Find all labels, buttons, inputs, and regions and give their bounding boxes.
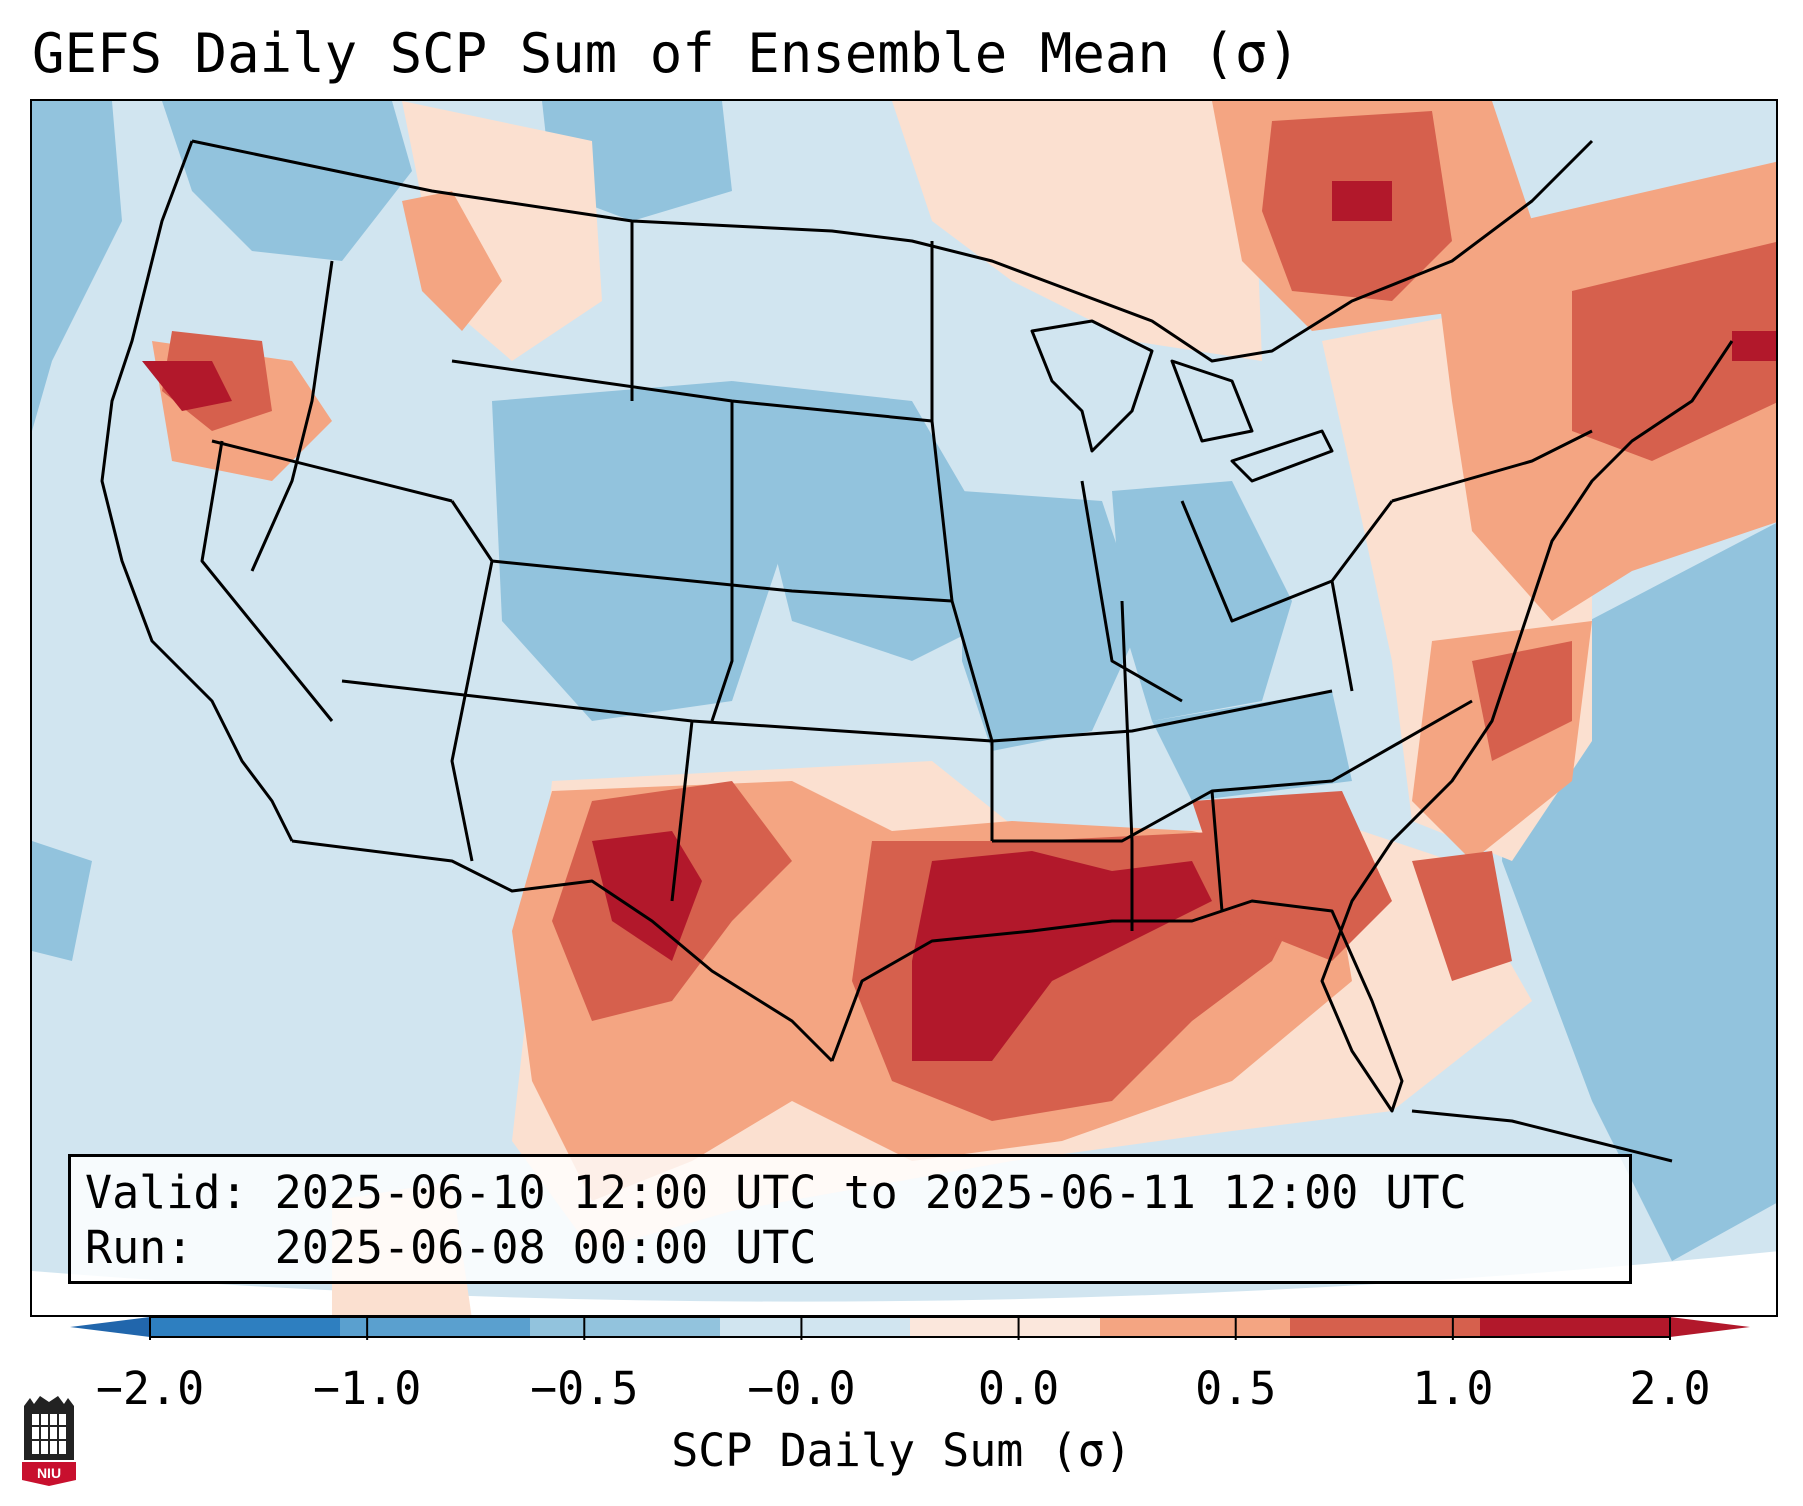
colorbar — [70, 1316, 1750, 1340]
state-line-9 — [930, 241, 994, 841]
colorbar-segment — [1290, 1317, 1481, 1337]
state-line-11 — [670, 720, 694, 902]
state-line-16 — [1180, 500, 1394, 623]
colorbar-tick-label: 0.0 — [977, 1362, 1060, 1415]
ontario-positive — [892, 101, 1262, 361]
colorbar-label: SCP Daily Sum (σ) — [671, 1424, 1132, 1477]
info-box: Valid: 2025-06-10 12:00 UTC to 2025-06-1… — [68, 1154, 1632, 1284]
logo-shield — [22, 1462, 76, 1486]
valid-line: Valid: 2025-06-10 12:00 UTC to 2025-06-1… — [85, 1166, 1467, 1219]
logo-text: NIU — [37, 1465, 61, 1481]
colorbar-segment — [340, 1317, 531, 1337]
colorbar-over-arrow — [1670, 1317, 1750, 1337]
state-line-7 — [491, 559, 953, 603]
map-panel: Valid: 2025-06-10 12:00 UTC to 2025-06-1… — [30, 99, 1778, 1317]
colorbar-segment — [150, 1317, 341, 1337]
gulf-atlantic-coast — [830, 340, 1734, 1113]
state-line-3 — [211, 439, 453, 503]
map-canvas — [32, 101, 1776, 1315]
chart-title: GEFS Daily SCP Sum of Ensemble Mean (σ) — [32, 22, 1300, 85]
panhandle-max — [592, 831, 702, 961]
state-line-2 — [200, 440, 334, 722]
cuba-outline — [1411, 1109, 1673, 1163]
washington-min — [162, 101, 412, 261]
colorbar-tick-label: 0.5 — [1195, 1362, 1277, 1415]
lake-huron — [1170, 359, 1254, 443]
colorbar-segment — [720, 1317, 911, 1337]
colorbar-tick-label: 1.0 — [1412, 1362, 1494, 1415]
colorbar-tick-label: 2.0 — [1629, 1362, 1711, 1415]
quebec-max — [1332, 181, 1392, 221]
colorbar-tick-label: −2.0 — [95, 1362, 205, 1415]
colorbar-segment — [910, 1317, 1101, 1337]
oregon-max — [142, 361, 232, 411]
colorbar-segment — [1480, 1317, 1671, 1337]
state-line-1 — [250, 260, 334, 572]
maine-strong — [1572, 241, 1776, 461]
lake-erie — [1230, 429, 1334, 483]
lower-mississippi-max — [912, 851, 1212, 1061]
run-line: Run: 2025-06-08 00:00 UTC — [85, 1221, 817, 1274]
ohio-valley-min — [1112, 481, 1292, 721]
eastern-pacific-min — [32, 841, 92, 961]
boundary-lines — [100, 139, 1734, 1163]
lake-michigan — [1030, 319, 1154, 453]
colorbar-tick-label: −0.0 — [747, 1362, 856, 1415]
colorbar-tick-label: −1.0 — [312, 1362, 422, 1415]
niu-logo: NIU — [22, 1396, 76, 1486]
colorbar-ticks — [149, 1317, 1671, 1340]
max-positive-layer — [142, 181, 1776, 1061]
state-line-15 — [1080, 480, 1183, 703]
florida-strong — [1412, 851, 1512, 981]
canada-border — [191, 139, 1594, 363]
wyoming-colorado-min — [492, 381, 792, 721]
pacific-nw-min — [32, 101, 122, 431]
state-line-17 — [1330, 580, 1354, 692]
bc-medium — [402, 191, 502, 331]
colorbar-segment — [1100, 1317, 1291, 1337]
logo-grid — [32, 1414, 66, 1454]
state-line-13 — [1120, 600, 1134, 931]
state-line-14 — [1210, 790, 1224, 912]
colorbar-tick-label: −0.5 — [530, 1362, 639, 1415]
missouri-min — [962, 491, 1142, 751]
state-line-18 — [1391, 429, 1593, 503]
mexico-border — [291, 839, 834, 1063]
pacific-coast — [100, 140, 294, 842]
state-line-8 — [710, 401, 734, 722]
colorbar-segment — [530, 1317, 721, 1337]
state-line-4 — [450, 500, 494, 862]
maine-max — [1732, 331, 1776, 361]
colorbar-segments — [150, 1317, 1671, 1337]
colorbar-under-arrow — [70, 1317, 150, 1337]
nc-strong — [1472, 641, 1572, 761]
georgia-strong — [1192, 791, 1392, 961]
